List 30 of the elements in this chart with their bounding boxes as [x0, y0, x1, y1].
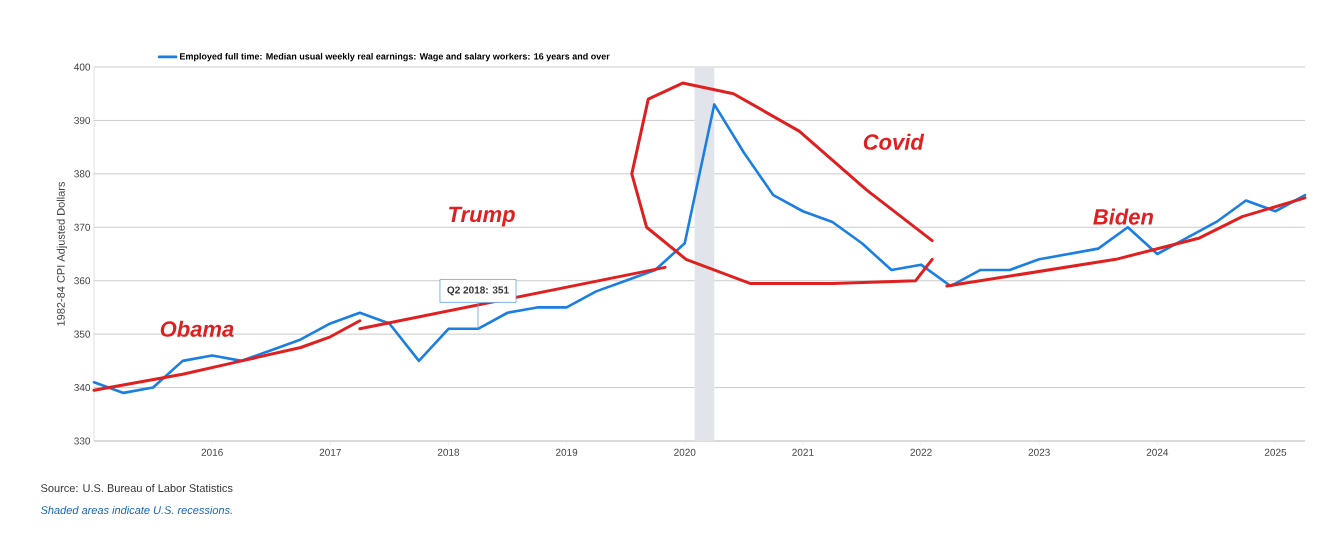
- y-tick-label: 400: [74, 63, 91, 71]
- text: Shaded areas indicate U.S. recessions.: [40, 505, 232, 515]
- y-tick-label: 330: [74, 437, 91, 445]
- y-tick-label: 350: [74, 330, 91, 338]
- x-tick-label: 2019: [555, 448, 578, 456]
- y-axis-title: 1982-84 CPI Adjusted Dollars: [56, 181, 67, 326]
- y-tick-label: 360: [74, 277, 91, 285]
- x-tick-label: 2022: [910, 448, 932, 456]
- x-tick-label: 2018: [437, 448, 460, 456]
- y-tick-label: 340: [74, 384, 91, 392]
- x-tick-label: 2023: [1028, 448, 1050, 456]
- annotation: Trump: [449, 206, 515, 227]
- legend-label: Employed full time: Median usual weekly real earnings: Wage and salary workers: 16 years and over: [180, 52, 610, 62]
- line-series: [92, 319, 362, 392]
- y-tick-label: 380: [74, 170, 91, 178]
- x-tick-label: 2016: [201, 448, 223, 456]
- annotation: Biden: [1093, 208, 1153, 225]
- y-tick-label: 370: [74, 223, 91, 231]
- annotation: Q2 2018: 351: [447, 286, 509, 296]
- x-tick-label: 2017: [319, 448, 341, 456]
- x-tick-label: 2024: [1146, 448, 1169, 456]
- source-note: Source: U.S. Bureau of Labor Statistics: [41, 483, 233, 493]
- x-tick-label: 2025: [1264, 448, 1287, 456]
- line-series: [945, 196, 1307, 288]
- annotation: Obama: [160, 320, 234, 337]
- x-tick-label: 2021: [792, 448, 814, 456]
- annotation: Covid: [863, 133, 925, 150]
- x-tick-label: 2020: [674, 448, 696, 456]
- line-series: [630, 81, 934, 285]
- y-tick-label: 390: [74, 116, 91, 124]
